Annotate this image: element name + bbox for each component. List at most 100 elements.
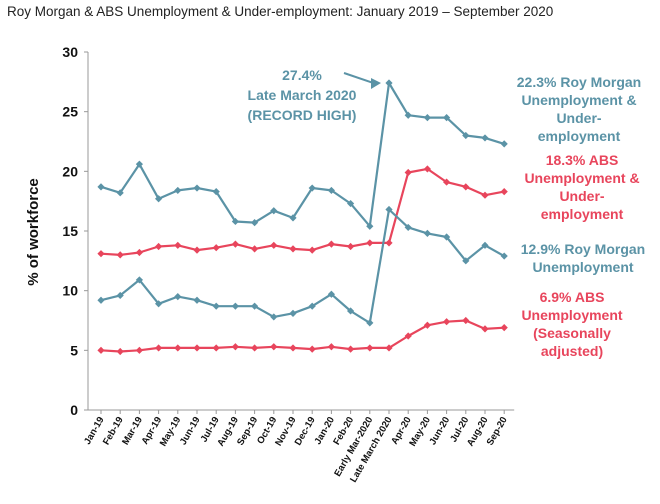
data-point [327,343,335,351]
data-point [481,241,489,249]
data-point [308,302,316,310]
series-line [100,81,505,228]
annotation-abs-unemployment: 6.9% ABS Unemployment (Seasonally adjusted) [521,289,622,359]
data-point [423,165,431,173]
data-point [289,245,297,253]
data-point [423,114,431,122]
data-point [327,186,335,195]
data-point [366,222,374,230]
data-point [193,344,201,352]
data-point [500,252,508,260]
data-point [462,257,470,265]
data-point [212,344,220,352]
data-point [116,189,124,197]
data-point [289,214,297,222]
data-point [308,184,316,192]
data-point [423,321,431,329]
data-point [462,131,470,140]
data-point [174,293,182,301]
data-point [385,79,393,87]
data-point [462,316,470,325]
data-point [481,191,489,199]
data-point [385,205,393,214]
data-point [404,332,412,340]
data-point [500,140,508,148]
data-point [327,240,335,248]
data-point [308,246,316,254]
data-point [385,344,393,352]
data-point [462,183,470,191]
data-point [174,241,182,249]
data-point [251,344,259,352]
data-point [289,309,297,317]
data-point [135,248,143,257]
data-point [443,318,451,326]
data-point [251,219,259,227]
annotation-record-high: 27.4% Late March 2020 (RECORD HIGH) [248,67,357,123]
series-line [100,208,505,324]
data-point [443,178,451,186]
data-point [270,343,278,351]
y-tick-label: 10 [62,283,78,299]
data-point [366,239,374,247]
data-point [174,186,182,195]
data-point [174,344,182,352]
data-point [97,183,105,191]
data-point [481,134,489,142]
data-point [97,296,105,304]
series-line [100,167,505,256]
data-point [347,307,355,315]
data-point [212,188,220,196]
data-point [251,302,259,310]
data-point [270,313,278,321]
data-point [385,239,393,247]
data-point [404,223,412,232]
data-point [193,296,201,304]
series-1 [97,79,508,230]
data-point [443,233,451,241]
data-point [231,240,239,248]
data-point [404,168,412,177]
series-3 [97,205,508,327]
data-point [212,244,220,252]
data-point [443,114,451,122]
series-line [100,319,505,353]
data-point [327,290,335,298]
data-point [116,291,124,300]
y-tick-label: 5 [70,342,78,358]
data-point [116,347,124,356]
y-tick-label: 0 [70,402,78,418]
data-point [193,246,201,254]
data-point [347,199,355,208]
data-point [231,302,239,310]
annotation-rm-under-employment: 22.3% Roy Morgan Unemployment & Under-empl… [517,74,641,144]
data-point [97,250,105,258]
data-point [423,229,431,237]
data-point [404,111,412,119]
data-point [193,184,201,192]
data-point [270,241,278,249]
y-tick-label: 25 [62,104,78,120]
data-point [135,160,143,168]
data-point [347,345,355,353]
data-point [481,325,489,333]
y-tick-label: 20 [62,163,78,179]
data-point [500,324,508,332]
data-point [135,346,143,354]
data-point [155,344,163,352]
y-axis-label: % of workforce [25,178,42,286]
data-point [347,242,355,251]
data-point [116,251,124,259]
annotations: 27.4% Late March 2020 (RECORD HIGH) 22.3% R… [248,67,646,359]
annotation-rm-unemployment: 12.9% Roy Morgan Unemployment [521,241,645,275]
data-point [231,217,239,226]
data-point [135,276,143,284]
data-point [97,346,105,354]
data-point [155,300,163,308]
series-4 [97,316,508,356]
data-point [251,245,259,253]
data-point [366,319,374,327]
y-tick-label: 30 [62,44,78,60]
data-point [155,195,163,203]
